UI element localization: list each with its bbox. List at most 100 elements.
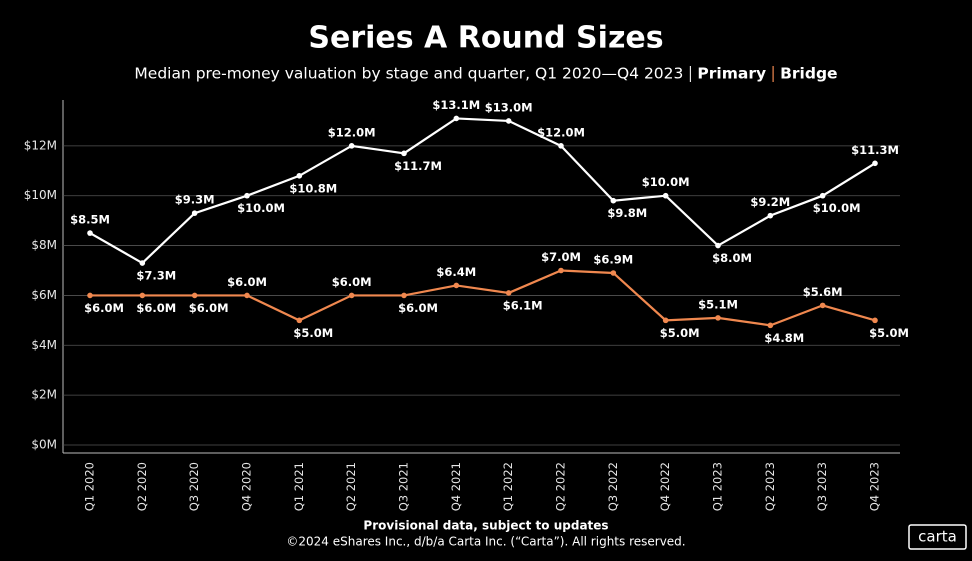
data-point <box>244 192 250 199</box>
logo-box <box>908 524 967 550</box>
series-line <box>89 117 876 265</box>
data-label: $6.0M <box>189 301 229 315</box>
footnote: Provisional data, subject to updates <box>363 519 608 533</box>
data-label: $12.0M <box>537 125 585 139</box>
data-label: $9.2M <box>750 195 790 209</box>
data-point <box>505 118 512 124</box>
data-label: $10.0M <box>237 201 285 215</box>
data-label: $13.1M <box>432 98 480 112</box>
data-label: $4.8M <box>764 331 804 345</box>
legend-entry: Bridge <box>780 65 837 83</box>
data-label: $5.0M <box>869 326 909 340</box>
data-point <box>662 192 669 199</box>
data-point <box>401 150 407 157</box>
x-tick-label: Q1 2023 <box>711 462 725 511</box>
logo: carta <box>918 528 957 546</box>
x-tick-label: Q4 2023 <box>868 462 882 511</box>
x-tick-label: Q3 2021 <box>397 462 411 511</box>
data-label: $8.0M <box>712 251 752 265</box>
data-label: $5.1M <box>698 297 738 311</box>
x-tick-label: Q1 2022 <box>501 462 515 511</box>
data-point <box>453 282 460 289</box>
data-point <box>244 292 250 299</box>
data-label: $7.3M <box>136 269 176 283</box>
data-label: $6.9M <box>593 252 633 266</box>
data-label: $13.0M <box>485 100 533 114</box>
data-point <box>87 230 93 236</box>
subtitle-row: Median pre-money valuation by stage and … <box>134 65 837 83</box>
chart-title: Series A Round Sizes <box>308 21 663 56</box>
y-tick-label: $8M <box>31 238 57 252</box>
data-label: $6.0M <box>136 301 176 315</box>
data-point <box>453 115 460 122</box>
x-tick-label: Q4 2021 <box>449 462 463 511</box>
data-point <box>715 242 721 249</box>
data-label: $9.3M <box>175 193 215 207</box>
data-label: $10.8M <box>289 181 337 195</box>
x-tick-label: Q2 2022 <box>554 462 568 511</box>
data-label: $12.0M <box>328 125 376 139</box>
data-label: $10.0M <box>642 175 690 189</box>
y-tick-label: $4M <box>31 338 57 352</box>
data-point <box>139 292 146 299</box>
legend-entry: Primary <box>697 65 766 83</box>
data-point <box>767 322 774 329</box>
data-point <box>296 317 303 324</box>
data-label: $6.0M <box>332 275 372 289</box>
data-point <box>87 292 93 299</box>
y-tick-label: $6M <box>31 288 57 302</box>
x-tick-label: Q4 2022 <box>658 462 672 511</box>
data-point <box>872 160 878 167</box>
data-point <box>558 267 564 274</box>
data-label: $6.0M <box>227 275 267 289</box>
data-label: $9.8M <box>607 206 647 220</box>
data-label: $8.5M <box>70 213 110 227</box>
data-point <box>819 192 826 199</box>
data-point <box>191 292 198 299</box>
data-label: $6.4M <box>436 265 476 279</box>
data-point <box>767 212 774 219</box>
x-tick-label: Q3 2020 <box>187 462 201 511</box>
data-point <box>819 302 826 309</box>
data-point <box>610 270 617 276</box>
y-tick-label: $10M <box>24 188 57 202</box>
x-tick-label: Q1 2021 <box>292 462 306 511</box>
y-tick-label: $2M <box>31 388 57 402</box>
x-tick-label: Q3 2022 <box>606 462 620 511</box>
x-tick-label: Q2 2021 <box>344 462 358 511</box>
data-point <box>348 292 355 299</box>
data-point <box>558 143 564 149</box>
data-label: $5.0M <box>660 326 700 340</box>
data-point <box>715 315 721 321</box>
y-tick-label: $0M <box>31 438 57 452</box>
data-point <box>191 210 198 216</box>
data-point <box>139 260 146 266</box>
data-label: $11.3M <box>851 143 899 157</box>
data-point <box>348 143 355 149</box>
x-tick-label: Q3 2023 <box>815 462 829 511</box>
data-label: $5.6M <box>803 285 843 299</box>
data-point <box>296 172 303 179</box>
series-line <box>90 269 876 327</box>
x-tick-label: Q4 2020 <box>240 462 254 511</box>
subtitle: Median pre-money valuation by stage and … <box>134 65 683 83</box>
data-point <box>505 290 512 296</box>
data-label: $11.7M <box>394 159 442 173</box>
y-tick-label: $12M <box>24 138 57 152</box>
data-label: $10.0M <box>813 201 861 215</box>
data-point <box>872 317 878 324</box>
x-tick-label: Q2 2023 <box>763 462 777 511</box>
data-label: $6.0M <box>398 301 438 315</box>
data-label: $6.1M <box>503 298 543 312</box>
data-label: $7.0M <box>541 250 581 264</box>
data-point <box>662 317 669 324</box>
data-label: $6.0M <box>84 301 124 315</box>
x-tick-label: Q2 2020 <box>135 462 149 511</box>
x-tick-label: Q1 2020 <box>83 462 97 511</box>
data-label: $5.0M <box>293 326 333 340</box>
copyright: ©2024 eShares Inc., d/b/a Carta Inc. (“C… <box>286 535 685 549</box>
data-point <box>610 197 617 204</box>
data-point <box>401 292 407 299</box>
